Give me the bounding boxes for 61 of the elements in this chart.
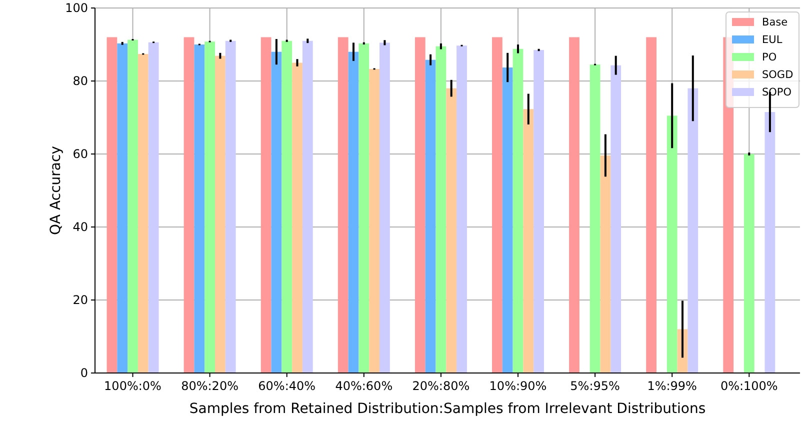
bar — [271, 52, 282, 373]
legend-label: SOGD — [762, 69, 794, 82]
bar — [436, 46, 446, 373]
bar — [446, 88, 457, 373]
bar — [338, 37, 348, 373]
x-tick-label: 5%:95% — [570, 379, 620, 393]
bar — [610, 65, 622, 373]
bar — [744, 154, 754, 373]
legend-label: Base — [762, 16, 788, 29]
bar — [764, 112, 776, 373]
bar — [666, 116, 678, 373]
bar — [369, 68, 380, 373]
bar — [502, 67, 513, 373]
y-tick-label: 60 — [72, 147, 88, 162]
bar — [380, 42, 390, 373]
x-tick-label: 80%:20% — [181, 379, 238, 393]
x-tick-label: 20%:80% — [412, 379, 470, 393]
y-axis-title: QA Accuracy — [48, 146, 64, 235]
x-tick-label: 10%:90% — [489, 379, 547, 393]
bar — [492, 37, 502, 373]
x-axis-title: Samples from Retained Distribution:Samples from Irrelevant Distributions — [189, 401, 706, 417]
legend-label: SOPO — [762, 86, 792, 99]
bar — [282, 40, 292, 373]
bar — [184, 37, 194, 373]
x-tick-label: 40%:60% — [335, 379, 393, 393]
bar — [590, 64, 600, 373]
y-tick-label: 20 — [72, 293, 88, 308]
bar — [688, 88, 698, 373]
bar — [348, 52, 359, 373]
x-tick-label: 1%:99% — [647, 379, 697, 393]
bar — [456, 46, 467, 373]
bar — [128, 40, 138, 373]
y-tick-label: 40 — [72, 220, 88, 234]
bar — [646, 37, 656, 373]
legend-label: EUL — [762, 34, 782, 46]
x-tick-label: 100%:0% — [104, 379, 162, 393]
y-tick-label: 0 — [80, 366, 88, 380]
bar — [204, 42, 216, 373]
bar — [534, 50, 544, 373]
bar — [106, 37, 118, 373]
bar — [600, 155, 611, 373]
bar — [138, 54, 148, 373]
y-tick-label: 100 — [65, 1, 88, 16]
x-tick-label: 60%:40% — [258, 379, 316, 393]
bar — [358, 43, 370, 373]
bar — [260, 37, 272, 373]
bar — [414, 37, 426, 373]
bar — [225, 40, 236, 373]
bar — [148, 42, 159, 373]
bar — [523, 109, 534, 373]
bar — [302, 40, 313, 373]
x-tick-label: 0%:100% — [720, 379, 778, 393]
bar — [512, 48, 524, 373]
legend-label: PO — [762, 52, 777, 64]
bar — [215, 56, 226, 373]
bar — [425, 60, 436, 373]
bar — [569, 37, 580, 373]
bar — [194, 44, 205, 373]
bar — [292, 62, 302, 373]
y-tick-label: 80 — [72, 74, 88, 88]
bar — [117, 43, 128, 373]
